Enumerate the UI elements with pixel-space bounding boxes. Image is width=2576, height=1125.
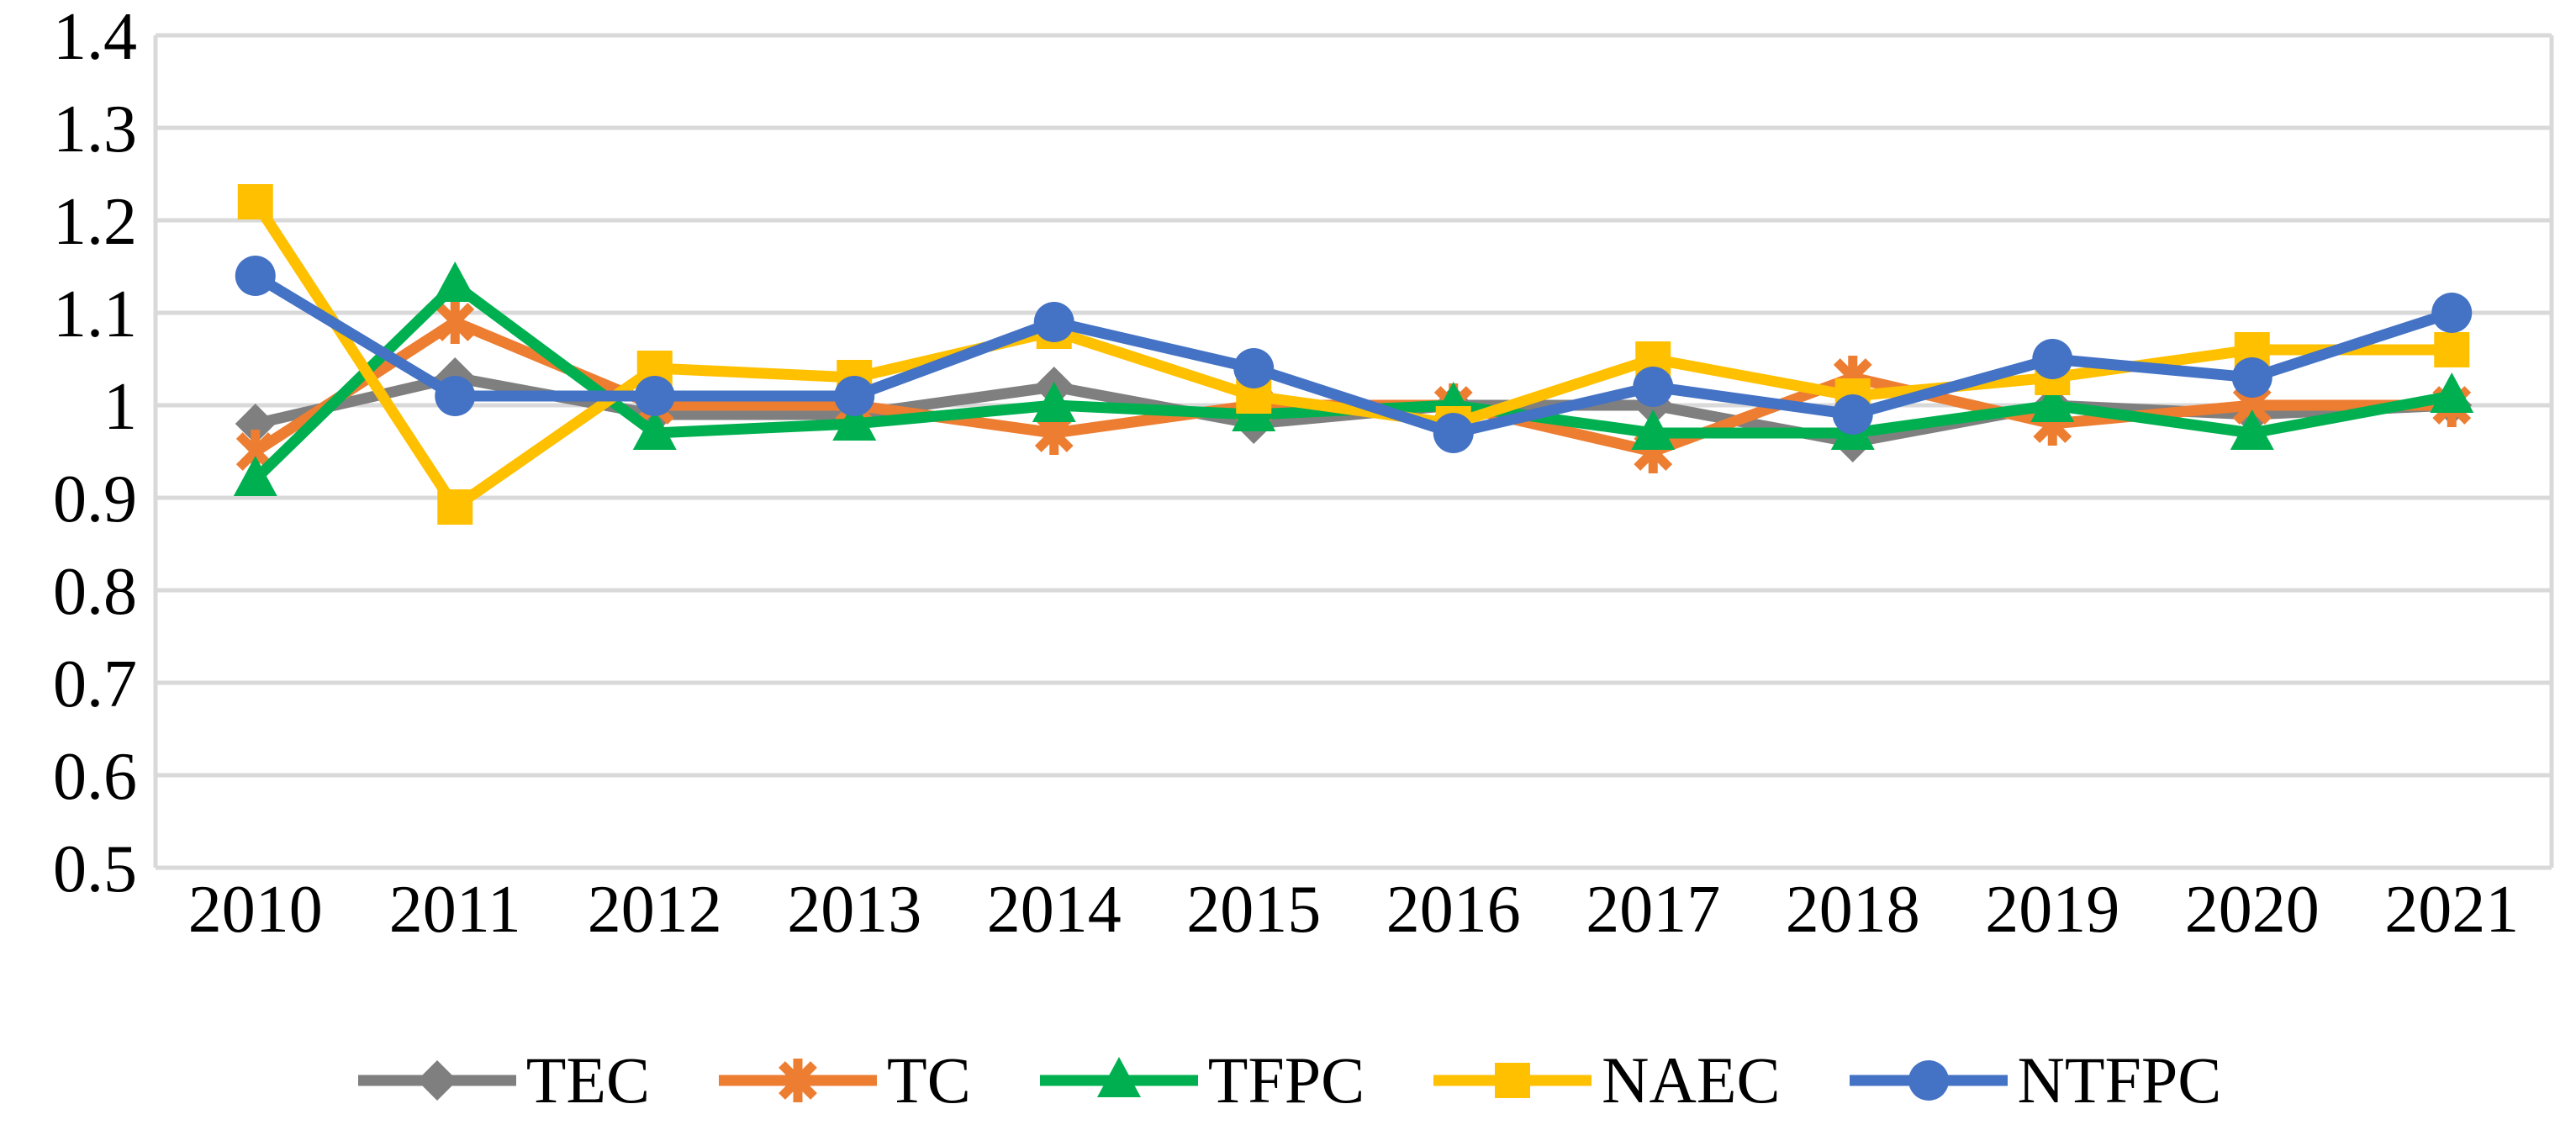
legend-swatch-triangle-icon bbox=[1039, 1057, 1198, 1097]
legend-label-NAEC: NAEC bbox=[1602, 1043, 1781, 1117]
marker-NTFPC-2016 bbox=[1433, 413, 1474, 453]
x-tick-label-2016: 2016 bbox=[1386, 873, 1521, 947]
x-tick-label-2013: 2013 bbox=[787, 873, 921, 947]
marker-NTFPC-2012 bbox=[634, 376, 675, 416]
legend-swatch-asterisk-icon bbox=[719, 1059, 878, 1102]
marker-TFPC-2017 bbox=[1631, 409, 1676, 450]
legend-marker-TFPC bbox=[1096, 1057, 1141, 1097]
marker-NTFPC-2011 bbox=[435, 376, 476, 416]
y-tick-label-0.8: 0.8 bbox=[53, 555, 137, 629]
marker-TFPC-2012 bbox=[632, 409, 677, 450]
x-tick-label-2021: 2021 bbox=[2384, 873, 2519, 947]
legend-swatch-square-icon bbox=[1433, 1063, 1592, 1098]
series-NTFPC bbox=[235, 256, 2473, 453]
marker-TC-2011 bbox=[435, 300, 475, 344]
series-TC bbox=[235, 300, 2472, 473]
x-tick-label-2019: 2019 bbox=[1985, 873, 2119, 947]
x-tick-label-2018: 2018 bbox=[1786, 873, 1920, 947]
marker-NTFPC-2021 bbox=[2431, 293, 2473, 333]
legend-label-TEC: TEC bbox=[525, 1043, 651, 1117]
legend-item-NAEC: NAEC bbox=[1430, 1037, 1781, 1124]
series-line-NAEC bbox=[250, 196, 2457, 513]
legend-item-NTFPC: NTFPC bbox=[1846, 1037, 2222, 1124]
x-tick-label-2017: 2017 bbox=[1586, 873, 1720, 947]
marker-TFPC-2021 bbox=[2430, 372, 2474, 413]
marker-TFPC-2011 bbox=[433, 261, 478, 302]
y-tick-label-1.3: 1.3 bbox=[53, 92, 137, 166]
marker-TEC-2010 bbox=[235, 404, 276, 444]
marker-TFPC-2014 bbox=[1032, 382, 1076, 422]
marker-NTFPC-2014 bbox=[1033, 302, 1074, 342]
series-TFPC bbox=[233, 261, 2474, 496]
legend-label-TC: TC bbox=[887, 1043, 971, 1117]
marker-NTFPC-2010 bbox=[235, 256, 276, 296]
x-tick-label-2012: 2012 bbox=[588, 873, 722, 947]
marker-NTFPC-2013 bbox=[834, 376, 875, 416]
y-tick-label-0.5: 0.5 bbox=[53, 832, 137, 906]
marker-NTFPC-2017 bbox=[1633, 367, 1674, 407]
y-tick-label-1: 1 bbox=[103, 370, 137, 444]
marker-NAEC-2021 bbox=[2434, 332, 2470, 367]
y-axis-labels: 1.4 1.3 1.2 1.1 1 0.9 0.8 0.7 0.6 0.5 bbox=[53, 0, 137, 906]
gridlines-group bbox=[153, 33, 2554, 870]
marker-NAEC-2010 bbox=[237, 184, 273, 219]
legend-item-TC: TC bbox=[715, 1037, 971, 1124]
legend-label-NTFPC: NTFPC bbox=[2017, 1043, 2222, 1117]
legend-swatch-diamond-icon bbox=[357, 1060, 516, 1101]
legend-marker-NTFPC bbox=[1908, 1060, 1949, 1101]
y-tick-label-0.9: 0.9 bbox=[53, 462, 137, 536]
y-tick-label-1.2: 1.2 bbox=[53, 185, 137, 259]
legend-marker-TEC bbox=[416, 1060, 457, 1101]
y-tick-label-1.4: 1.4 bbox=[53, 0, 137, 74]
y-tick-label-0.7: 0.7 bbox=[53, 647, 137, 721]
legend-item-TEC: TEC bbox=[355, 1037, 650, 1124]
marker-NTFPC-2020 bbox=[2231, 357, 2272, 398]
marker-TFPC-2019 bbox=[2030, 382, 2075, 422]
marker-TFPC-2010 bbox=[233, 456, 277, 496]
x-tick-label-2020: 2020 bbox=[2185, 873, 2320, 947]
series-NAEC bbox=[237, 184, 2470, 525]
x-tick-label-2010: 2010 bbox=[188, 873, 323, 947]
x-tick-label-2015: 2015 bbox=[1186, 873, 1321, 947]
marker-NAEC-2011 bbox=[437, 489, 473, 525]
legend-marker-NAEC bbox=[1495, 1063, 1531, 1098]
legend-marker-TC bbox=[779, 1059, 817, 1102]
x-tick-label-2014: 2014 bbox=[987, 873, 1122, 947]
legend-item-TFPC: TFPC bbox=[1037, 1037, 1365, 1124]
legend-label-TFPC: TFPC bbox=[1207, 1043, 1365, 1117]
series-line-NTFPC bbox=[250, 270, 2457, 439]
legend-swatch-circle-icon bbox=[1849, 1060, 2008, 1101]
x-axis-labels: 2010 2011 2012 2013 2014 2015 2016 2017 2018 2019… bbox=[188, 873, 2520, 947]
marker-TFPC-2020 bbox=[2230, 409, 2274, 450]
marker-NTFPC-2015 bbox=[1233, 348, 1275, 388]
legend: TEC TC TFPC NAEC NTFPC bbox=[0, 1036, 2576, 1125]
x-tick-label-2011: 2011 bbox=[389, 873, 521, 947]
y-tick-label-0.6: 0.6 bbox=[53, 740, 137, 814]
marker-NTFPC-2019 bbox=[2032, 339, 2073, 379]
marker-NTFPC-2018 bbox=[1832, 394, 1873, 435]
marker-TFPC-2013 bbox=[832, 400, 877, 441]
y-tick-label-1.1: 1.1 bbox=[53, 277, 137, 351]
